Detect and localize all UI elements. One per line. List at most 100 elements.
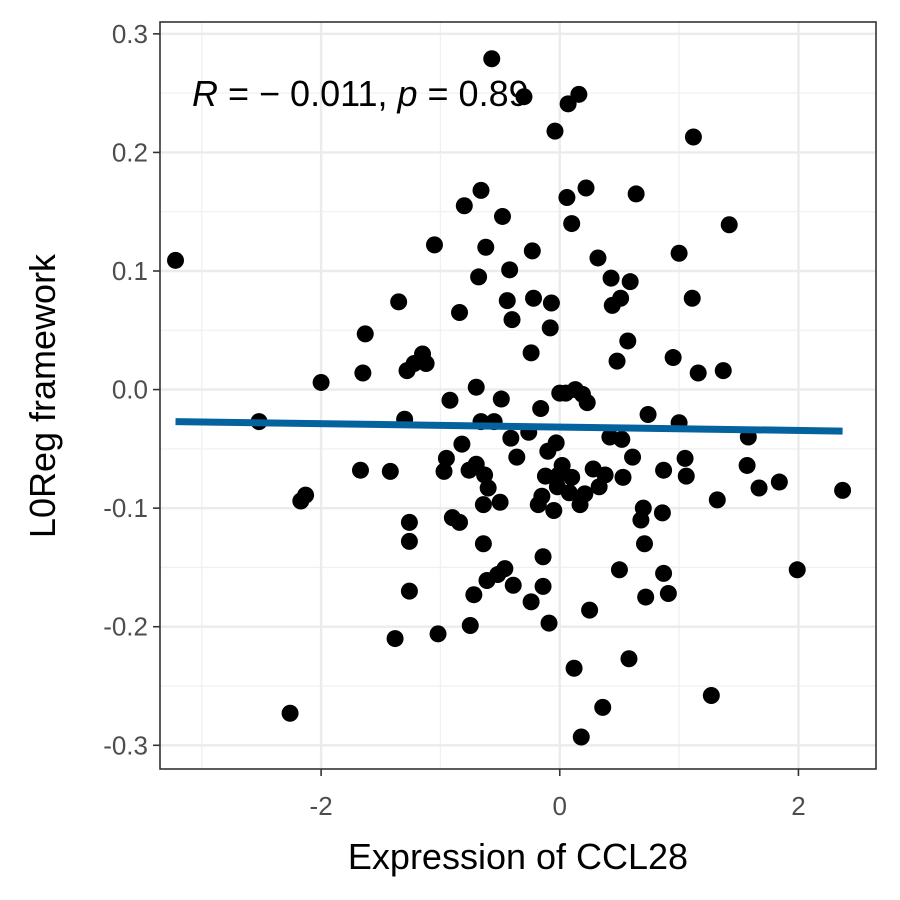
data-point (639, 405, 657, 423)
data-point (689, 364, 707, 382)
y-axis-ticks: -0.3 -0.2 -0.1 0.0 0.1 0.2 0.3 (103, 19, 160, 760)
data-point (655, 564, 673, 582)
data-point (400, 582, 418, 600)
data-point (400, 532, 418, 550)
data-point (683, 289, 701, 307)
data-point (572, 728, 590, 746)
data-point (570, 85, 588, 103)
data-point (634, 499, 652, 517)
data-point (578, 394, 596, 412)
data-point (461, 617, 479, 635)
data-point (476, 466, 494, 484)
data-point (547, 434, 565, 452)
data-point (621, 273, 639, 291)
data-point (637, 588, 655, 606)
panel-border (159, 21, 877, 770)
x-tick-label: 0 (553, 791, 567, 821)
data-point (493, 207, 511, 225)
data-point (602, 269, 620, 287)
data-point (620, 650, 638, 668)
data-point (483, 50, 501, 68)
data-point (437, 449, 455, 467)
data-point (523, 242, 541, 260)
data-point (498, 292, 516, 310)
data-point (312, 373, 330, 391)
y-tick-label: -0.2 (103, 612, 148, 642)
data-point (503, 311, 521, 329)
data-point (540, 614, 558, 632)
data-point (565, 659, 583, 677)
data-point (581, 601, 599, 619)
data-point (477, 238, 495, 256)
y-tick-label: -0.1 (103, 493, 148, 523)
data-point (577, 179, 595, 197)
correlation-annotation: R = − 0.011, p = 0.89 (192, 73, 529, 114)
data-point (708, 491, 726, 509)
data-point (659, 585, 677, 603)
data-point (451, 513, 469, 531)
data-point (738, 456, 756, 474)
data-point (619, 332, 637, 350)
x-axis-ticks: -2 0 2 (310, 769, 806, 821)
data-point (390, 293, 408, 311)
y-tick-label: 0.3 (112, 19, 148, 49)
data-point (532, 400, 550, 418)
data-point (522, 593, 540, 611)
data-point (594, 698, 612, 716)
p-symbol: p (396, 73, 417, 114)
data-point (576, 485, 594, 503)
y-tick-label: 0.0 (112, 375, 148, 405)
data-point (676, 449, 694, 467)
x-axis-title: Expression of CCL28 (348, 836, 688, 877)
data-point (664, 349, 682, 367)
data-point (542, 294, 560, 312)
data-point (417, 354, 435, 372)
data-point (770, 473, 788, 491)
data-point (470, 268, 488, 286)
data-point (563, 468, 581, 486)
y-tick-label: 0.1 (112, 256, 148, 286)
data-point (474, 496, 492, 514)
data-point (558, 188, 576, 206)
data-point (472, 181, 490, 199)
data-point (508, 448, 526, 466)
data-point (702, 686, 720, 704)
data-point (281, 704, 299, 722)
x-tick-label: -2 (310, 791, 333, 821)
data-point (381, 462, 399, 480)
data-point (553, 456, 571, 474)
data-point (400, 513, 418, 531)
data-point (534, 577, 552, 595)
y-tick-label: 0.2 (112, 137, 148, 167)
data-point (596, 466, 614, 484)
data-point (479, 479, 497, 497)
data-point (453, 435, 471, 453)
data-point (351, 461, 369, 479)
r-symbol: R (192, 73, 218, 114)
data-point (533, 487, 551, 505)
x-tick-label: 2 (791, 791, 805, 821)
y-axis-title: L0Reg framework (22, 253, 63, 538)
data-point (492, 390, 510, 408)
data-point (720, 216, 738, 234)
data-point (563, 215, 581, 233)
data-point (608, 352, 626, 370)
data-point (455, 197, 473, 215)
data-points (167, 50, 852, 746)
data-point (624, 448, 642, 466)
data-point (435, 462, 453, 480)
data-point (354, 364, 372, 382)
data-point (451, 304, 469, 321)
data-point (297, 486, 315, 504)
data-point (545, 502, 563, 520)
data-point (386, 630, 404, 648)
p-value: = 0.89 (418, 73, 529, 114)
data-point (589, 249, 607, 267)
data-point (788, 561, 806, 579)
data-point (429, 625, 447, 643)
data-point (614, 468, 632, 486)
data-point (467, 378, 485, 396)
data-point (750, 479, 768, 497)
data-point (496, 560, 514, 578)
